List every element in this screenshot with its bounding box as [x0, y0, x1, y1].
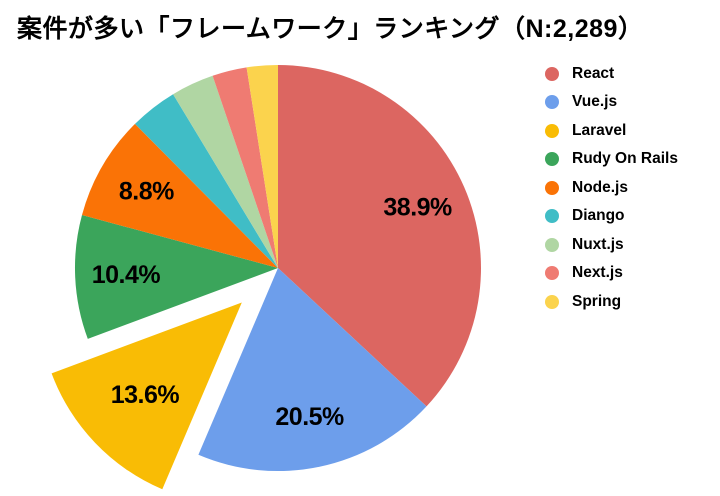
- legend-label: Nuxt.js: [572, 235, 624, 253]
- legend-item-next-js: Next.js: [545, 264, 678, 283]
- percent-label: 38.9%: [383, 193, 452, 221]
- legend-swatch-icon: [545, 152, 559, 166]
- pie-slice-next-js: [212, 67, 278, 269]
- legend-swatch-icon: [545, 180, 559, 195]
- percent-label: 10.4%: [92, 261, 161, 289]
- pie-slice-vue-js: [198, 268, 427, 472]
- percent-label: 8.8%: [119, 178, 174, 206]
- percent-label: 20.5%: [275, 403, 344, 431]
- percent-label: 13.6%: [111, 381, 180, 409]
- legend-item-diango: Diango: [545, 207, 678, 226]
- legend-item-rudy-on-rails: Rudy On Rails: [545, 150, 678, 169]
- legend-label: Node.js: [572, 178, 628, 196]
- legend-swatch-icon: [545, 95, 559, 109]
- legend-label: React: [572, 64, 615, 82]
- pie-slice-node-js: [82, 123, 278, 269]
- legend-item-spring: Spring: [545, 292, 678, 311]
- legend-swatch-icon: [545, 237, 559, 252]
- pie-slice-react: [278, 65, 481, 407]
- pie-slice-laravel: [51, 302, 242, 490]
- pie-slice-nuxt-js: [173, 75, 278, 268]
- legend-label: Spring: [572, 292, 622, 310]
- legend-label: Laravel: [572, 121, 627, 139]
- legend-swatch-icon: [545, 294, 559, 309]
- chart-legend: React Vue.js Laravel Rudy On Rails Node.js Di…: [545, 64, 678, 321]
- legend-label: Rudy On Rails: [572, 150, 678, 167]
- legend-swatch-icon: [545, 66, 559, 81]
- pie-slice-spring: [246, 64, 278, 268]
- chart-title: 案件が多い「フレームワーク」ランキング（N:2,289）: [17, 15, 644, 43]
- legend-swatch-icon: [545, 123, 559, 138]
- legend-label: Vue.js: [572, 93, 618, 110]
- pie-slice-diango: [135, 94, 278, 268]
- pie-slice-rudy-on-rails: [74, 215, 278, 339]
- legend-label: Diango: [572, 207, 625, 224]
- legend-label: Next.js: [572, 264, 623, 281]
- legend-item-vue-js: Vue.js: [545, 93, 678, 112]
- legend-item-nuxt-js: Nuxt.js: [545, 235, 678, 254]
- legend-item-laravel: Laravel: [545, 121, 678, 140]
- legend-item-node-js: Node.js: [545, 178, 678, 197]
- legend-swatch-icon: [545, 209, 559, 223]
- legend-item-react: React: [545, 64, 678, 83]
- legend-swatch-icon: [545, 266, 559, 280]
